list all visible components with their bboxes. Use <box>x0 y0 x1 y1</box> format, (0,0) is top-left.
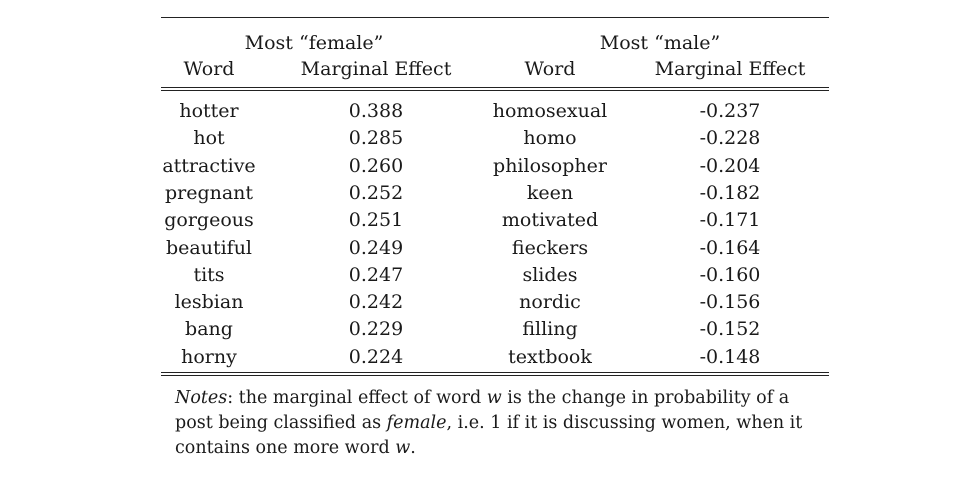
cell-female-effect: 0.388 <box>348 100 404 122</box>
table-row: lesbian 0.242 nordic -0.156 <box>161 289 829 315</box>
cell-female-effect: 0.285 <box>348 127 404 150</box>
cell-female-effect: 0.242 <box>348 291 404 314</box>
cell-male-word: slides <box>522 263 578 286</box>
cell-female-word: hot <box>193 127 225 150</box>
cell-male-word: philosopher <box>493 154 607 177</box>
header-double-rule-bottom <box>161 90 829 91</box>
cell-female-effect: 0.224 <box>348 345 404 368</box>
cell-female-word: beautiful <box>165 236 253 259</box>
cell-female-word: gorgeous <box>164 209 254 232</box>
table-notes: Notes: the marginal effect of word w is … <box>175 386 825 461</box>
group-header-male: Most “male” <box>599 32 721 54</box>
cell-female-effect: 0.247 <box>348 263 404 286</box>
cell-female-effect: 0.260 <box>348 154 404 177</box>
notes-text-1: : the marginal effect of word <box>227 388 487 408</box>
cell-male-effect: -0.148 <box>699 345 761 368</box>
table-row: bang 0.229 filling -0.152 <box>161 316 829 342</box>
notes-text-2: is the change in probability of a post b… <box>175 388 790 433</box>
cell-female-effect: 0.229 <box>348 318 404 341</box>
column-header-row: Word Marginal Effect Word Marginal Effec… <box>161 56 829 82</box>
cell-female-word: tits <box>193 263 225 286</box>
cell-male-word: nordic <box>519 291 581 314</box>
cell-female-word: attractive <box>162 154 256 177</box>
group-header-female: Most “female” <box>244 32 384 54</box>
col-header-effect-female: Marginal Effect <box>300 58 452 80</box>
cell-male-effect: -0.164 <box>699 236 761 259</box>
notes-var-w-2: w <box>395 438 411 458</box>
cell-male-word: homo <box>523 127 577 150</box>
cell-female-effect: 0.251 <box>348 209 404 232</box>
cell-male-word: motivated <box>501 209 599 232</box>
bottom-double-rule-bottom <box>161 375 829 376</box>
cell-male-effect: -0.228 <box>699 127 761 150</box>
cell-male-word: keen <box>526 181 574 204</box>
notes-text-3: , i.e. 1 if it is discussing women, when… <box>175 413 803 458</box>
cell-female-word: horny <box>181 345 237 368</box>
notes-female-word: female <box>386 413 447 433</box>
col-header-word-female: Word <box>183 58 235 80</box>
cell-male-effect: -0.237 <box>699 100 761 122</box>
group-header-row: Most “female” Most “male” <box>161 30 829 56</box>
top-rule <box>161 17 829 18</box>
cell-male-effect: -0.204 <box>699 154 761 177</box>
table-row: horny 0.224 textbook -0.148 <box>161 344 829 370</box>
cell-male-effect: -0.156 <box>699 291 761 314</box>
cell-female-effect: 0.252 <box>348 181 404 204</box>
cell-female-word: lesbian <box>174 291 244 314</box>
cell-male-effect: -0.152 <box>699 318 761 341</box>
notes-var-w: w <box>486 388 502 408</box>
table-row: gorgeous 0.251 motivated -0.171 <box>161 207 829 233</box>
cell-male-word: textbook <box>508 345 592 368</box>
cell-female-word: hotter <box>179 100 239 122</box>
table-row: attractive 0.260 philosopher -0.204 <box>161 153 829 179</box>
cell-female-effect: 0.249 <box>348 236 404 259</box>
cell-male-word: filling <box>522 318 578 341</box>
table-row: hot 0.285 homo -0.228 <box>161 125 829 151</box>
cell-male-word: homosexual <box>492 100 608 122</box>
cell-female-word: pregnant <box>164 181 254 204</box>
col-header-word-male: Word <box>524 58 576 80</box>
notes-label: Notes <box>175 388 228 408</box>
cell-male-word: fieckers <box>511 236 589 259</box>
cell-female-word: bang <box>185 318 233 341</box>
table-row: pregnant 0.252 keen -0.182 <box>161 180 829 206</box>
table-row: tits 0.247 slides -0.160 <box>161 262 829 288</box>
col-header-effect-male: Marginal Effect <box>654 58 806 80</box>
cell-male-effect: -0.182 <box>699 181 761 204</box>
header-double-rule-top <box>161 87 829 88</box>
table-row: beautiful 0.249 fieckers -0.164 <box>161 235 829 261</box>
cell-male-effect: -0.171 <box>699 209 761 232</box>
bottom-double-rule-top <box>161 372 829 373</box>
cell-male-effect: -0.160 <box>699 263 761 286</box>
notes-text-4: . <box>410 438 416 458</box>
table-row: hotter 0.388 homosexual -0.237 <box>161 98 829 124</box>
